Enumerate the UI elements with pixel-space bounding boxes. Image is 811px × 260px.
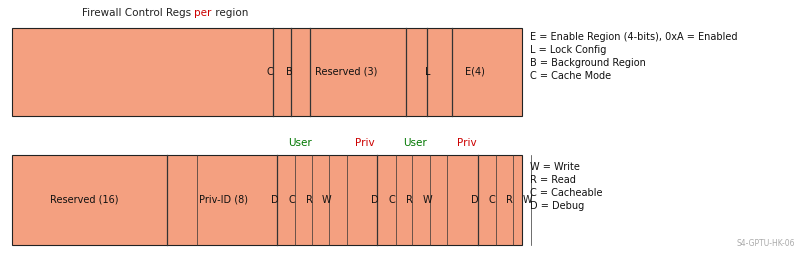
Text: W: W bbox=[522, 195, 532, 205]
FancyBboxPatch shape bbox=[12, 155, 522, 245]
Text: per: per bbox=[195, 8, 212, 18]
Text: E(4): E(4) bbox=[465, 67, 485, 77]
Text: S4-GPTU-HK-06: S4-GPTU-HK-06 bbox=[736, 239, 795, 248]
Text: R: R bbox=[306, 195, 312, 205]
Text: W: W bbox=[321, 195, 331, 205]
Text: Reserved (16): Reserved (16) bbox=[49, 195, 118, 205]
Text: D = Debug: D = Debug bbox=[530, 201, 584, 211]
Text: Priv: Priv bbox=[457, 138, 477, 148]
Text: User: User bbox=[403, 138, 427, 148]
Text: C: C bbox=[267, 67, 273, 77]
Text: W: W bbox=[423, 195, 431, 205]
Text: Reserved (3): Reserved (3) bbox=[315, 67, 377, 77]
Text: R = Read: R = Read bbox=[530, 175, 576, 185]
Text: W = Write: W = Write bbox=[530, 162, 580, 172]
Text: C: C bbox=[488, 195, 496, 205]
Text: User: User bbox=[288, 138, 312, 148]
Text: B: B bbox=[285, 67, 293, 77]
FancyBboxPatch shape bbox=[12, 28, 522, 116]
Text: region: region bbox=[212, 8, 248, 18]
Text: C = Cache Mode: C = Cache Mode bbox=[530, 71, 611, 81]
Text: D: D bbox=[271, 195, 279, 205]
Text: C: C bbox=[388, 195, 396, 205]
Text: R: R bbox=[505, 195, 513, 205]
Text: L = Lock Config: L = Lock Config bbox=[530, 45, 607, 55]
Text: Priv: Priv bbox=[355, 138, 375, 148]
Text: B = Background Region: B = Background Region bbox=[530, 58, 646, 68]
Text: Firewall Control Regs: Firewall Control Regs bbox=[82, 8, 195, 18]
Text: R: R bbox=[406, 195, 413, 205]
Text: Priv-ID (8): Priv-ID (8) bbox=[200, 195, 248, 205]
Text: C = Cacheable: C = Cacheable bbox=[530, 188, 603, 198]
Text: D: D bbox=[371, 195, 379, 205]
Text: D: D bbox=[471, 195, 478, 205]
Text: L: L bbox=[425, 67, 431, 77]
Text: C: C bbox=[289, 195, 295, 205]
Text: E = Enable Region (4-bits), 0xA = Enabled: E = Enable Region (4-bits), 0xA = Enable… bbox=[530, 32, 737, 42]
